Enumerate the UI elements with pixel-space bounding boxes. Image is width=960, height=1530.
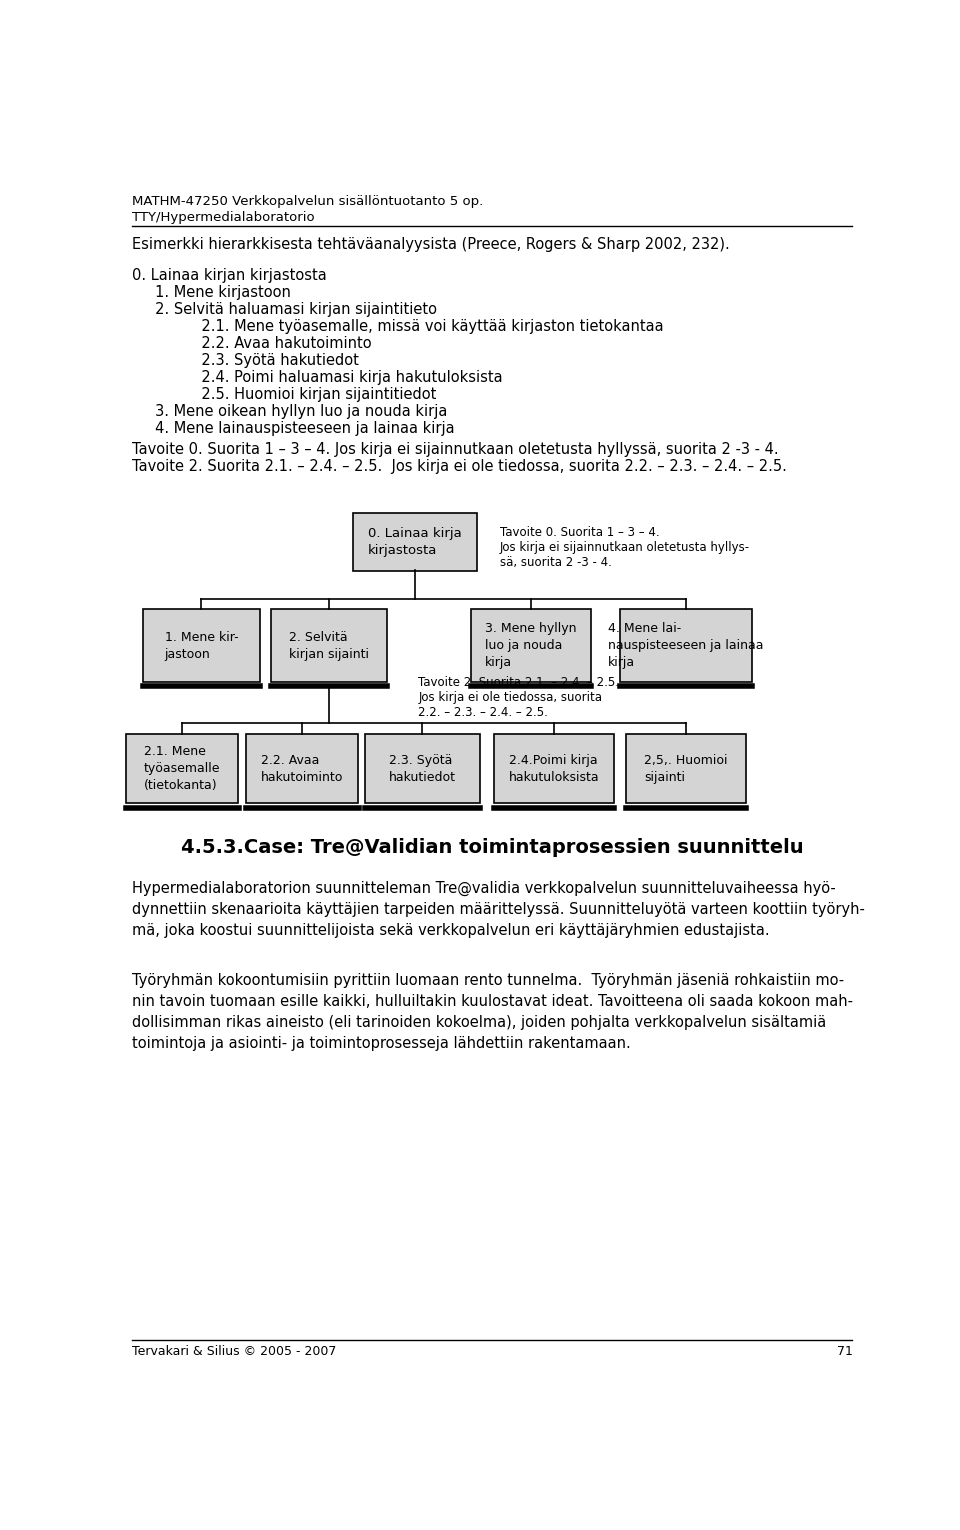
Text: 2.4. Poimi haluamasi kirja hakutuloksista: 2.4. Poimi haluamasi kirja hakutuloksist… [132,370,502,386]
FancyBboxPatch shape [470,609,590,682]
Text: TTY/Hypermedialaboratorio: TTY/Hypermedialaboratorio [132,211,314,223]
Text: Tavoite 2. Suorita 2.1. – 2.4. – 2.5.
Jos kirja ei ole tiedossa, suorita
2.2. – : Tavoite 2. Suorita 2.1. – 2.4. – 2.5. Jo… [419,676,619,719]
Text: 3. Mene hyllyn
luo ja nouda
kirja: 3. Mene hyllyn luo ja nouda kirja [485,623,577,669]
FancyBboxPatch shape [126,734,238,803]
Text: 71: 71 [836,1345,852,1357]
Text: 2.1. Mene
työasemalle
(tietokanta): 2.1. Mene työasemalle (tietokanta) [144,745,220,793]
Text: 2. Selvitä
kirjan sijainti: 2. Selvitä kirjan sijainti [289,630,370,661]
FancyBboxPatch shape [143,609,259,682]
Text: 2.2. Avaa
hakutoiminto: 2.2. Avaa hakutoiminto [261,754,344,783]
Text: MATHM-47250 Verkkopalvelun sisällöntuotanto 5 op.: MATHM-47250 Verkkopalvelun sisällöntuota… [132,196,483,208]
Text: 0. Lainaa kirja
kirjastosta: 0. Lainaa kirja kirjastosta [368,526,462,557]
Text: Tavoite 0. Suorita 1 – 3 – 4. Jos kirja ei sijainnutkaan oletetusta hyllyssä, su: Tavoite 0. Suorita 1 – 3 – 4. Jos kirja … [132,442,779,456]
Text: 1. Mene kirjastoon: 1. Mene kirjastoon [132,285,291,300]
Text: 2. Selvitä haluamasi kirjan sijaintitieto: 2. Selvitä haluamasi kirjan sijaintitiet… [132,303,437,317]
FancyBboxPatch shape [271,609,388,682]
FancyBboxPatch shape [365,734,480,803]
Text: 2.4.Poimi kirja
hakutuloksista: 2.4.Poimi kirja hakutuloksista [509,754,599,783]
Text: 2.5. Huomioi kirjan sijaintitiedot: 2.5. Huomioi kirjan sijaintitiedot [132,387,436,402]
Text: Esimerkki hierarkkisesta tehtäväanalyysista (Preece, Rogers & Sharp 2002, 232).: Esimerkki hierarkkisesta tehtäväanalyysi… [132,237,730,252]
FancyBboxPatch shape [626,734,746,803]
Text: 2,5,. Huomioi
sijainti: 2,5,. Huomioi sijainti [644,754,728,783]
Text: Tavoite 2. Suorita 2.1. – 2.4. – 2.5.  Jos kirja ei ole tiedossa, suorita 2.2. –: Tavoite 2. Suorita 2.1. – 2.4. – 2.5. Jo… [132,459,786,474]
FancyBboxPatch shape [620,609,752,682]
FancyBboxPatch shape [494,734,614,803]
Text: 4. Mene lai-
nauspisteeseen ja lainaa
kirja: 4. Mene lai- nauspisteeseen ja lainaa ki… [608,623,763,669]
Text: 4.5.3.Case: Tre@Validian toimintaprosessien suunnittelu: 4.5.3.Case: Tre@Validian toimintaprosess… [180,838,804,857]
Text: 2.3. Syötä
hakutiedot: 2.3. Syötä hakutiedot [389,754,456,783]
Text: 2.1. Mene työasemalle, missä voi käyttää kirjaston tietokantaa: 2.1. Mene työasemalle, missä voi käyttää… [132,320,663,334]
Text: Hypermedialaboratorion suunnitteleman Tre@validia verkkopalvelun suunnitteluvaih: Hypermedialaboratorion suunnitteleman Tr… [132,880,865,938]
Text: 0. Lainaa kirjan kirjastosta: 0. Lainaa kirjan kirjastosta [132,268,326,283]
Text: 2.2. Avaa hakutoiminto: 2.2. Avaa hakutoiminto [132,337,372,350]
FancyBboxPatch shape [352,513,476,571]
Text: 3. Mene oikean hyllyn luo ja nouda kirja: 3. Mene oikean hyllyn luo ja nouda kirja [132,404,447,419]
Text: 2.3. Syötä hakutiedot: 2.3. Syötä hakutiedot [132,353,358,369]
Text: Tervakari & Silius © 2005 - 2007: Tervakari & Silius © 2005 - 2007 [132,1345,336,1357]
Text: Työryhmän kokoontumisiin pyrittiin luomaan rento tunnelma.  Työryhmän jäseniä ro: Työryhmän kokoontumisiin pyrittiin luoma… [132,973,852,1051]
Text: Tavoite 0. Suorita 1 – 3 – 4.
Jos kirja ei sijainnutkaan oletetusta hyllys-
sä, : Tavoite 0. Suorita 1 – 3 – 4. Jos kirja … [500,526,750,569]
Text: 4. Mene lainauspisteeseen ja lainaa kirja: 4. Mene lainauspisteeseen ja lainaa kirj… [132,421,454,436]
FancyBboxPatch shape [246,734,358,803]
Text: 1. Mene kir-
jastoon: 1. Mene kir- jastoon [164,630,238,661]
